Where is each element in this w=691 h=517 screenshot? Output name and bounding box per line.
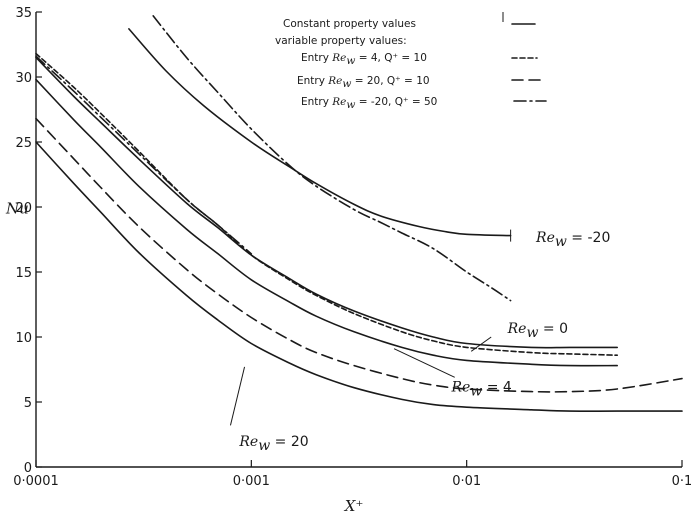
y-axis-title: Nu — [5, 200, 29, 218]
series-line-rew-4 — [35, 78, 618, 367]
curve-label-leader — [393, 348, 455, 378]
y-tick-label: 20 — [15, 201, 32, 216]
legend-entry-text: variable property values: — [275, 35, 407, 47]
series-line-variable-dash-short — [35, 52, 618, 356]
curve-label: Rew = 0 — [507, 321, 568, 341]
legend-entry-text: Constant property values — [283, 18, 416, 30]
curve-label: Rew = -20 — [535, 230, 610, 250]
legend-entry-text: Entry Rew = 4, Q⁺ = 10 — [301, 52, 427, 67]
series-line-variable-dash-dot — [152, 15, 512, 302]
y-tick-label: 0 — [24, 461, 32, 476]
legend-entry-text: Entry Rew = 20, Q⁺ = 10 — [297, 75, 430, 90]
legend: Constant property values variable propert… — [275, 12, 547, 111]
ticks: 0 5 10 15 20 25 30 35 0·0001 0·001 0·01 0·1 Nu X⁺ — [5, 6, 691, 515]
series-line-rew-neg20 — [128, 28, 512, 237]
series-line-variable-dash-dot — [35, 55, 253, 255]
curve-label: Rew = 4 — [450, 380, 511, 400]
y-tick-label: 25 — [15, 136, 32, 151]
curve-label-leader — [470, 336, 492, 352]
curve-label: Rew = 20 — [238, 434, 308, 454]
curves — [35, 15, 683, 412]
annotations: Rew = -20 Rew = 0 Rew = 4 Rew = 20 — [229, 230, 610, 454]
curve-label-leader — [229, 366, 246, 426]
y-tick-label: 15 — [15, 266, 32, 281]
series-line-rew-0 — [35, 56, 618, 349]
legend-entry-text: Entry Rew = -20, Q⁺ = 50 — [301, 96, 437, 111]
series-line-variable-dash-long — [35, 117, 683, 393]
y-tick-label: 10 — [15, 331, 32, 346]
y-tick-label: 30 — [15, 71, 32, 86]
y-tick-label: 35 — [15, 6, 32, 21]
x-axis-title: X⁺ — [344, 497, 364, 515]
series-line-rew-20 — [35, 141, 683, 412]
x-tick-label: 0·1 — [672, 474, 691, 489]
x-tick-label: 0·0001 — [13, 474, 59, 489]
x-tick-label: 0·01 — [452, 474, 481, 489]
x-tick-label: 0·001 — [233, 474, 270, 489]
y-tick-label: 5 — [24, 396, 32, 411]
axes — [35, 12, 682, 468]
